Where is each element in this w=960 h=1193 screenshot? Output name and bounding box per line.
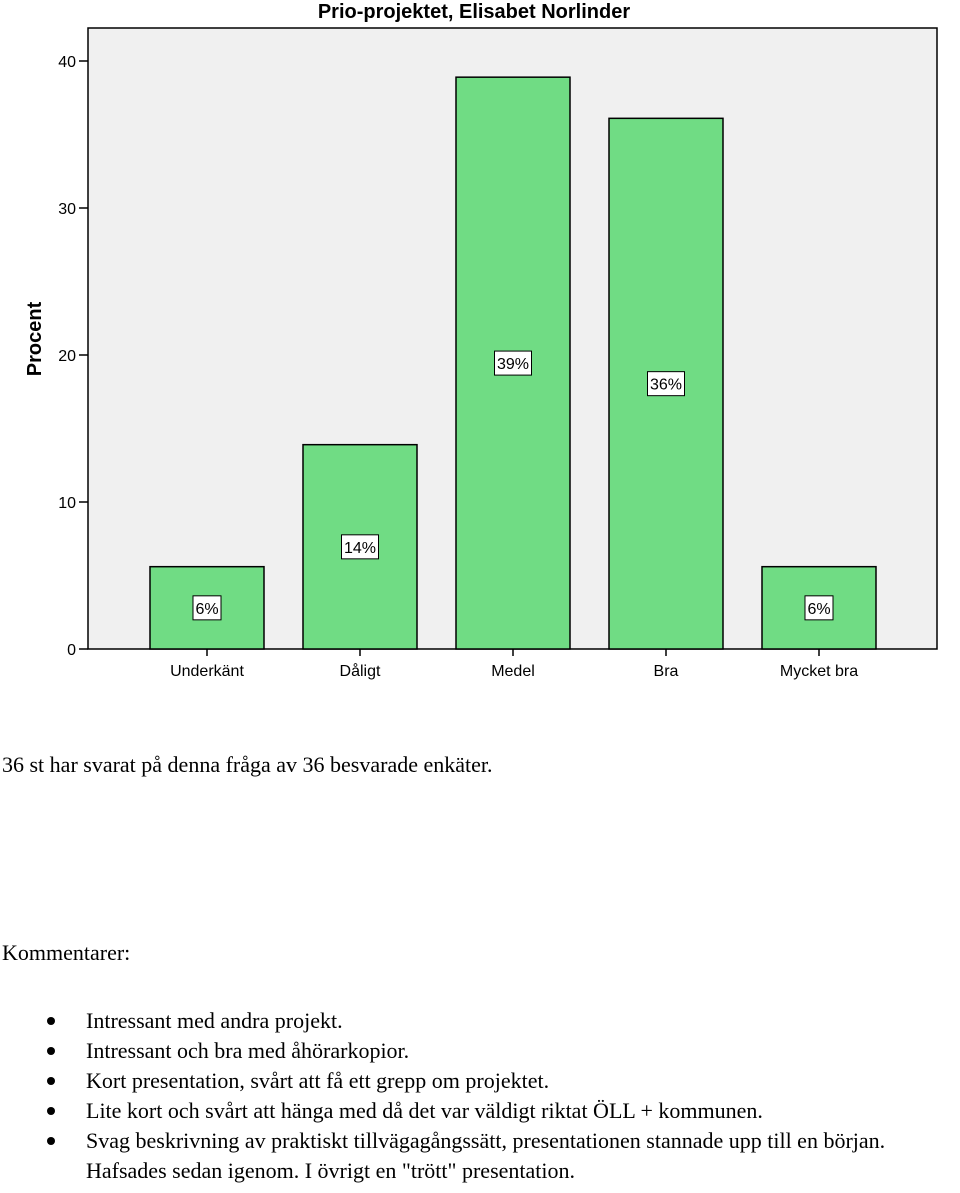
x-axis: Underkänt Dåligt Medel Bra Mycket bra [170, 649, 858, 680]
y-tick-label: 30 [58, 201, 76, 218]
bar-chart: Prio-projektet, Elisabet Norlinder Proce… [24, 1, 938, 680]
x-tick-label: Mycket bra [780, 663, 858, 680]
response-summary: 36 st har svarat på denna fråga av 36 be… [2, 752, 493, 777]
x-tick-label: Dåligt [340, 662, 381, 680]
y-tick-label: 0 [67, 642, 76, 659]
comment-item: Lite kort och svårt att hänga med då det… [44, 1096, 958, 1126]
data-label: 36% [650, 377, 682, 394]
comment-item: Svag beskrivning av praktiskt tillvägagå… [44, 1126, 958, 1186]
data-label: 14% [344, 540, 376, 557]
y-axis: 0 10 20 30 40 [58, 54, 88, 659]
comment-item: Kort presentation, svårt att få ett grep… [44, 1066, 958, 1096]
data-label-box [647, 371, 685, 397]
comments-heading: Kommentarer: [2, 940, 131, 965]
y-tick-label: 20 [58, 348, 76, 365]
data-label-box [192, 595, 222, 621]
data-label-box [804, 595, 834, 621]
y-axis-label: Procent [24, 301, 46, 376]
data-label-box [341, 534, 379, 560]
data-label: 6% [195, 601, 218, 618]
bars-group: 6% 14% 39% 36% 6% [149, 76, 877, 650]
chart-title: Prio-projektet, Elisabet Norlinder [318, 1, 631, 23]
comment-item: Intressant med andra projekt. [44, 1006, 958, 1036]
comments-list: Intressant med andra projekt. Intressant… [44, 1006, 958, 1186]
data-label: 39% [497, 356, 529, 373]
y-tick-label: 10 [58, 495, 76, 512]
x-tick-label: Underkänt [170, 663, 244, 680]
x-tick-label: Medel [491, 663, 535, 680]
comment-item: Intressant och bra med åhörarkopior. [44, 1036, 958, 1066]
y-tick-label: 40 [58, 54, 76, 71]
data-label: 6% [807, 601, 830, 618]
x-tick-label: Bra [654, 663, 679, 680]
data-label-box [494, 350, 532, 376]
